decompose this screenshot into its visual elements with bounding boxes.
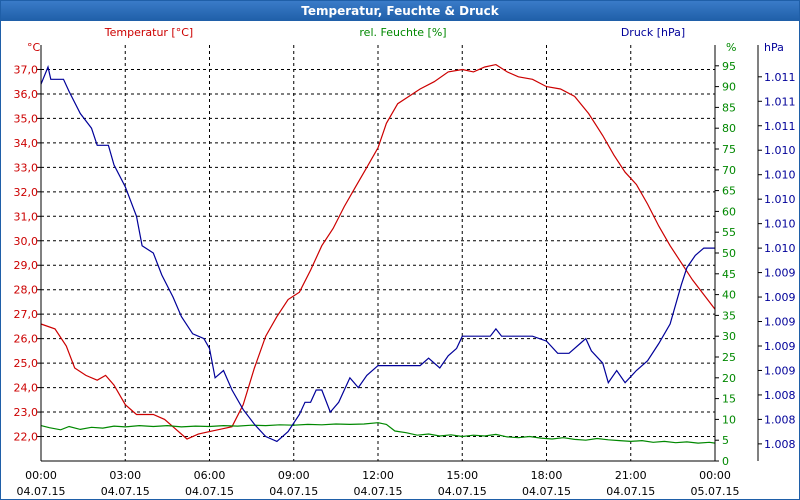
x-tick-date: 04.07.15 [438, 485, 487, 498]
x-tick-time: 06:00 [194, 469, 226, 482]
y-tick-label-humidity: 25 [722, 351, 736, 364]
x-tick-time: 18:00 [531, 469, 563, 482]
y-tick-label-pressure: 1.011 [764, 120, 796, 133]
y-tick-label-pressure: 1.010 [764, 193, 796, 206]
grid [41, 45, 715, 461]
y-tick-label-temperature: 25,0 [14, 357, 39, 370]
y-tick-label-humidity: 20 [722, 372, 736, 385]
x-tick-time: 15:00 [446, 469, 478, 482]
y-tick-label-pressure: 1.009 [764, 291, 796, 304]
y-tick-label-pressure: 1.008 [764, 438, 796, 451]
x-tick-date: 04.07.15 [522, 485, 571, 498]
data-series [40, 63, 716, 444]
y-tick-label-temperature: 28,0 [14, 284, 39, 297]
y-tick-label-temperature: 33,0 [14, 161, 39, 174]
y-tick-label-temperature: 32,0 [14, 186, 39, 199]
y-tick-label-humidity: 45 [722, 268, 736, 281]
y-tick-label-humidity: 10 [722, 413, 736, 426]
y-tick-label-temperature: 30,0 [14, 235, 39, 248]
y-tick-label-humidity: 50 [722, 247, 736, 260]
x-tick-time: 09:00 [278, 469, 310, 482]
x-tick-time: 00:00 [699, 469, 731, 482]
x-tick-time: 21:00 [615, 469, 647, 482]
unit-label-humidity: % [726, 41, 736, 54]
axes [37, 45, 762, 462]
legend-humidity: rel. Feuchte [%] [359, 26, 446, 39]
x-tick-date: 05.07.15 [691, 485, 740, 498]
y-tick-label-temperature: 31,0 [14, 210, 39, 223]
y-tick-label-humidity: 5 [722, 434, 729, 447]
y-tick-label-humidity: 15 [722, 393, 736, 406]
y-tick-label-humidity: 70 [722, 164, 736, 177]
y-tick-label-humidity: 65 [722, 185, 736, 198]
x-tick-date: 04.07.15 [606, 485, 655, 498]
unit-label-pressure: hPa [764, 41, 784, 54]
x-tick-time: 12:00 [362, 469, 394, 482]
y-tick-label-humidity: 0 [722, 455, 729, 468]
y-tick-label-pressure: 1.011 [764, 95, 796, 108]
y-tick-label-temperature: 36,0 [14, 88, 39, 101]
y-tick-label-temperature: 29,0 [14, 259, 39, 272]
y-tick-label-humidity: 55 [722, 226, 736, 239]
x-tick-date: 04.07.15 [269, 485, 318, 498]
y-tick-label-pressure: 1.010 [764, 144, 796, 157]
y-tick-label-pressure: 1.009 [764, 340, 796, 353]
unit-label-temperature: °C [27, 41, 41, 54]
y-tick-label-temperature: 23,0 [14, 406, 39, 419]
x-tick-time: 00:00 [25, 469, 57, 482]
y-tick-label-temperature: 22,0 [14, 431, 39, 444]
x-tick-time: 03:00 [109, 469, 141, 482]
window-title: Temperatur, Feuchte & Druck [1, 1, 799, 21]
y-tick-label-humidity: 35 [722, 309, 736, 322]
y-tick-label-humidity: 85 [722, 101, 736, 114]
y-tick-label-humidity: 30 [722, 330, 736, 343]
y-tick-label-pressure: 1.010 [764, 218, 796, 231]
y-tick-label-pressure: 1.010 [764, 242, 796, 255]
y-tick-label-temperature: 37,0 [14, 63, 39, 76]
y-tick-label-humidity: 60 [722, 205, 736, 218]
series-line-temperature [40, 63, 716, 440]
x-tick-date: 04.07.15 [17, 485, 66, 498]
y-tick-label-temperature: 34,0 [14, 137, 39, 150]
y-tick-label-humidity: 75 [722, 143, 736, 156]
axis-labels: 00:00 04.07.15 03:00 04.07.15 06:00 04.07.15 0… [14, 26, 796, 498]
legend-temperature: Temperatur [°C] [104, 26, 193, 39]
y-tick-label-pressure: 1.009 [764, 316, 796, 329]
series-line-pressure [40, 65, 715, 443]
y-tick-label-pressure: 1.011 [764, 71, 796, 84]
y-tick-label-pressure: 1.009 [764, 267, 796, 280]
y-tick-label-temperature: 35,0 [14, 112, 39, 125]
y-tick-label-pressure: 1.010 [764, 169, 796, 182]
y-tick-label-humidity: 40 [722, 289, 736, 302]
y-tick-label-humidity: 90 [722, 81, 736, 94]
x-tick-date: 04.07.15 [101, 485, 150, 498]
y-tick-label-humidity: 80 [722, 122, 736, 135]
y-tick-label-pressure: 1.008 [764, 413, 796, 426]
x-tick-date: 04.07.15 [185, 485, 234, 498]
y-tick-label-pressure: 1.008 [764, 389, 796, 402]
y-tick-label-temperature: 27,0 [14, 308, 39, 321]
y-tick-label-temperature: 26,0 [14, 333, 39, 346]
y-tick-label-humidity: 95 [722, 60, 736, 73]
x-tick-date: 04.07.15 [354, 485, 403, 498]
legend-pressure: Druck [hPa] [621, 26, 685, 39]
series-line-humidity [40, 422, 716, 444]
y-tick-label-pressure: 1.009 [764, 364, 796, 377]
y-tick-label-temperature: 24,0 [14, 382, 39, 395]
